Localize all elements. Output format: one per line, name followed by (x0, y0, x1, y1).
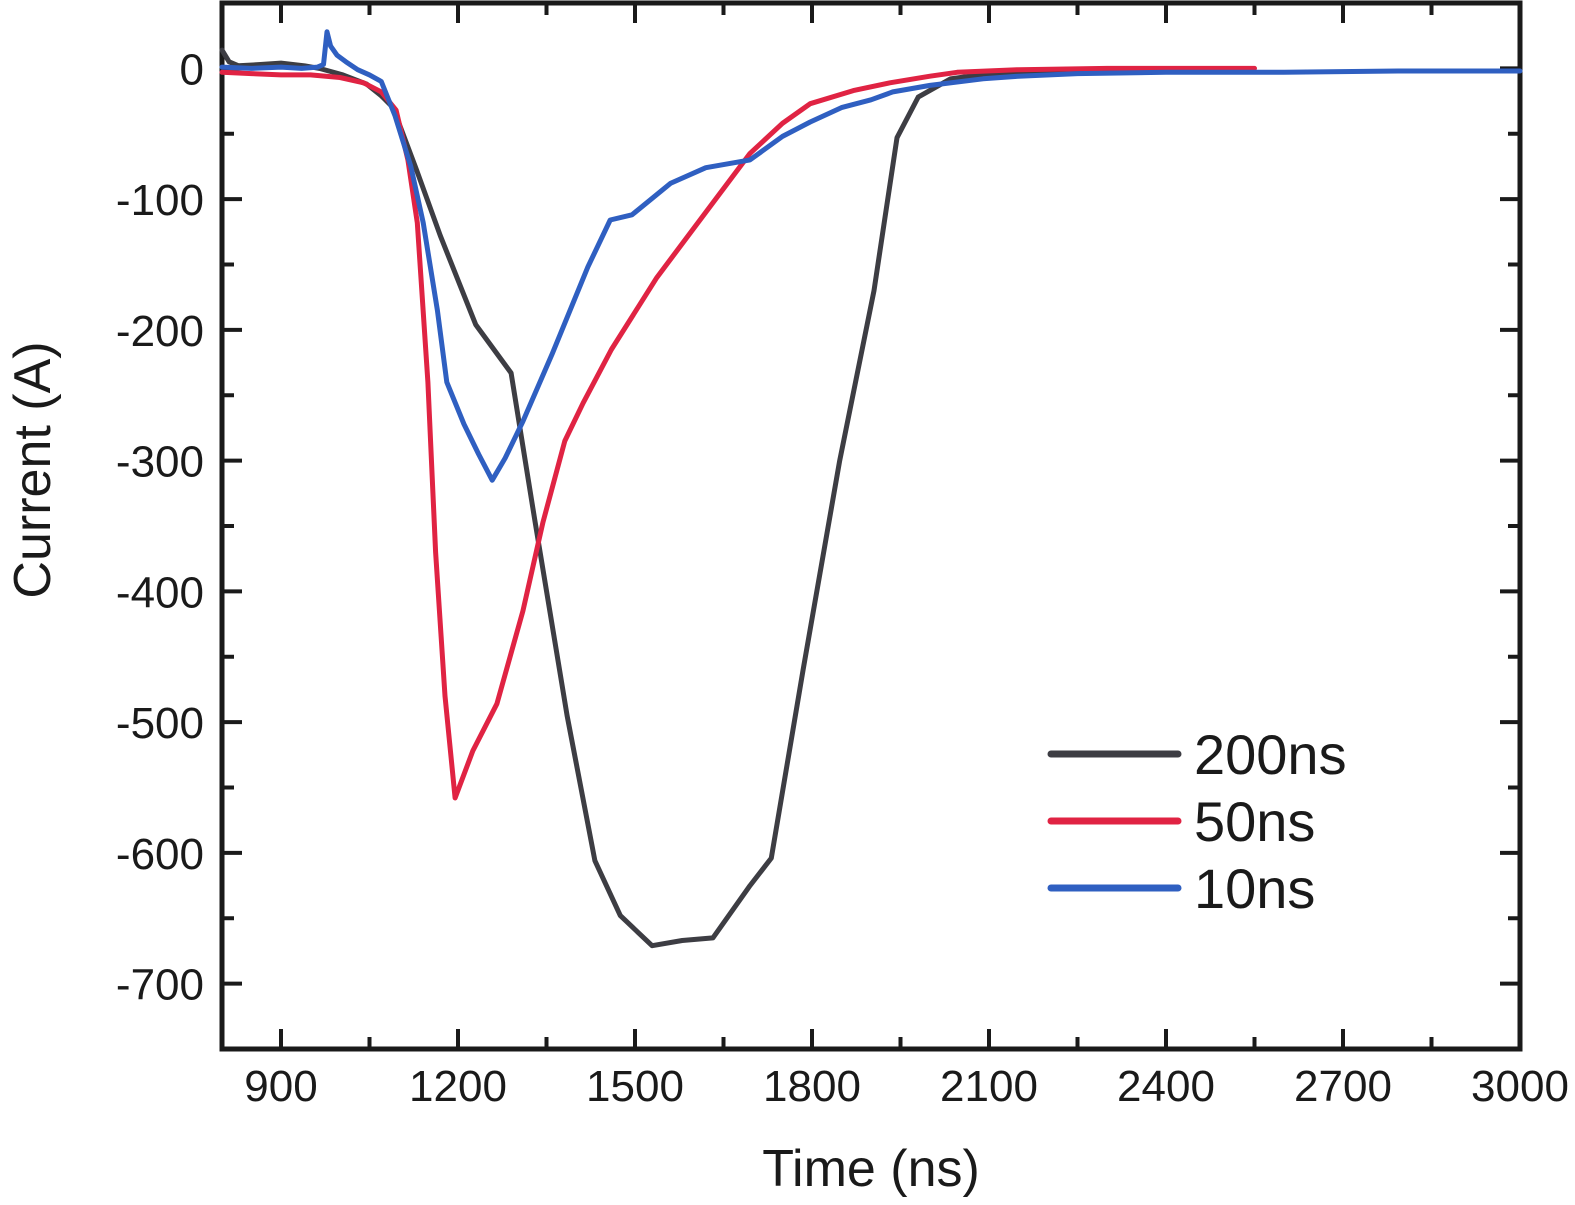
y-axis-tick-label: -600 (116, 830, 204, 879)
y-axis-tick-label: -100 (116, 176, 204, 225)
y-axis-tick-label: -300 (116, 438, 204, 487)
x-axis-tick-label: 1800 (763, 1062, 861, 1111)
x-axis-tick-labels: 900 1200 1500 1800 2100 2400 2700 3000 (244, 1062, 1569, 1111)
series-200ns-line (219, 47, 1252, 949)
legend-label-200ns: 200ns (1194, 723, 1347, 786)
legend-item-10ns: 10ns (1047, 857, 1315, 920)
x-axis-tick-label: 2400 (1117, 1062, 1215, 1111)
plot-frame (219, 0, 1523, 1052)
y-axis-title: Current (A) (4, 341, 62, 598)
axis-ticks (222, 3, 1522, 1049)
series-50ns-line (219, 65, 1257, 801)
y-axis-tick-label: -700 (116, 961, 204, 1010)
x-axis-tick-label: 2700 (1294, 1062, 1392, 1111)
y-axis-tick-label: -500 (116, 699, 204, 748)
legend-item-200ns: 200ns (1047, 723, 1347, 786)
legend-label-50ns: 50ns (1194, 790, 1315, 853)
x-axis-title: Time (ns) (762, 1140, 980, 1198)
y-axis-tick-labels: 0 -100 -200 -300 -400 -500 -600 -700 (116, 45, 204, 1009)
x-axis-tick-label: 3000 (1471, 1062, 1569, 1111)
legend-item-50ns: 50ns (1047, 790, 1315, 853)
x-axis-tick-label: 900 (244, 1062, 317, 1111)
series-10ns-line (219, 29, 1523, 483)
series-lines (219, 29, 1523, 949)
legend-label-10ns: 10ns (1194, 857, 1315, 920)
x-axis-tick-label: 1500 (586, 1062, 684, 1111)
y-axis-tick-label: -200 (116, 307, 204, 356)
x-axis-tick-label: 2100 (940, 1062, 1038, 1111)
y-axis-tick-label: 0 (180, 45, 204, 94)
y-axis-tick-label: -400 (116, 568, 204, 617)
x-axis-tick-label: 1200 (409, 1062, 507, 1111)
